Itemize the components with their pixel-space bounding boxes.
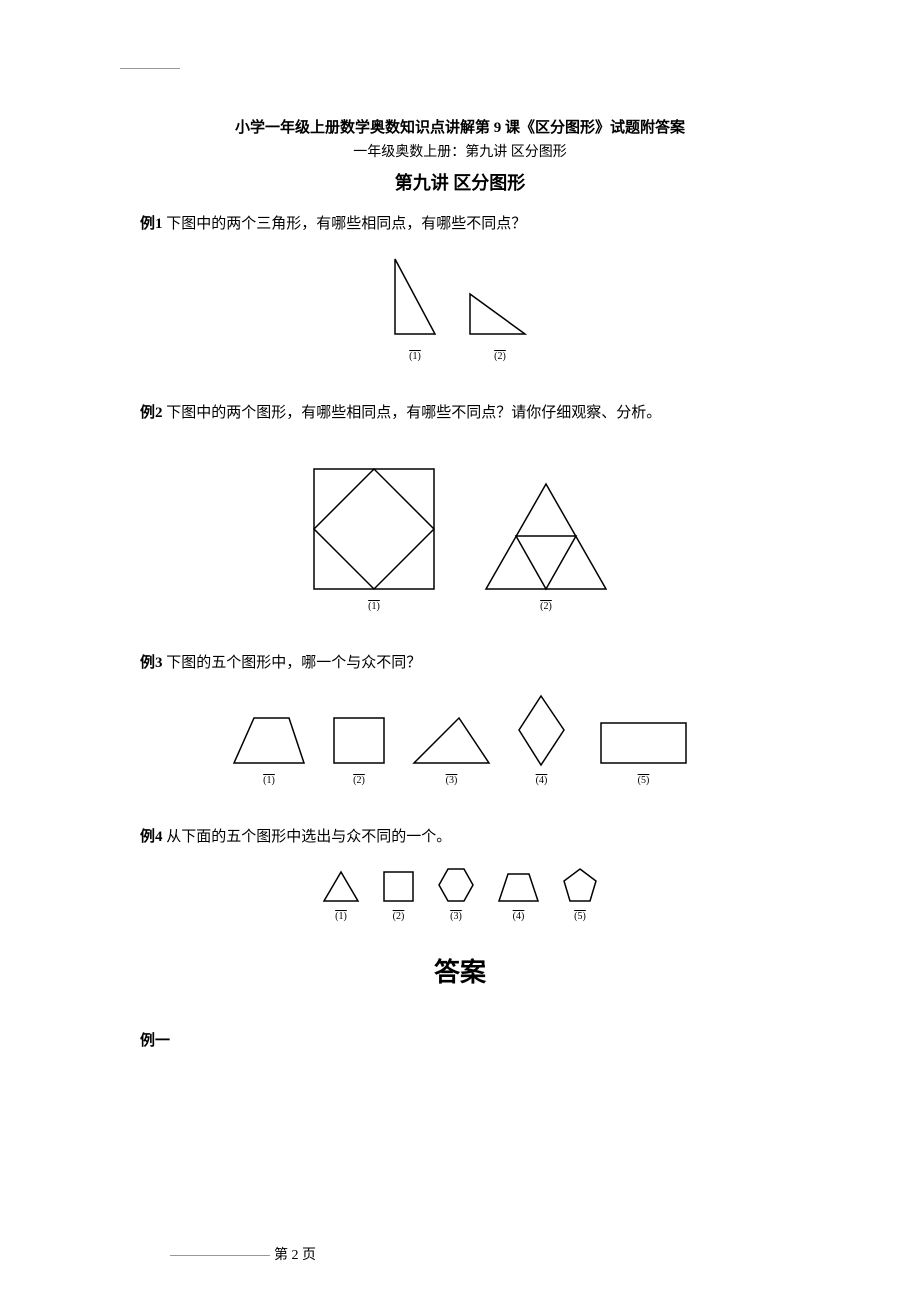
triangle-tall-icon <box>385 254 445 344</box>
figure-3-label-1: (1) <box>229 775 309 786</box>
example-4-label: 例4 <box>140 829 163 845</box>
example-3-text: 下图的五个图形中，哪一个与众不同？ <box>166 655 421 671</box>
figure-4-label-1: (1) <box>321 911 361 922</box>
square-icon <box>329 713 389 768</box>
figure-4-label-2: (2) <box>381 911 416 922</box>
example-2-text: 下图中的两个图形，有哪些相同点，有哪些不同点？请你仔细观察、分析。 <box>166 405 661 421</box>
triangle-icon <box>409 713 494 768</box>
page-number: 第 2 页 <box>274 1248 316 1263</box>
pentagon-icon <box>561 866 599 904</box>
figure-4: (1) (2) (3) (4) (5) <box>140 866 780 922</box>
figure-4-label-4: (4) <box>496 911 541 922</box>
example-1-text: 下图中的两个三角形，有哪些相同点，有哪些不同点？ <box>166 216 526 232</box>
figure-2-label-1: (1) <box>309 601 439 612</box>
trapezoid-icon <box>229 713 309 768</box>
figure-3-label-4: (4) <box>514 775 569 786</box>
figure-1: (1) (2) <box>140 254 780 362</box>
example-2: 例2 下图中的两个图形，有哪些相同点，有哪些不同点？请你仔细观察、分析。 <box>140 402 780 425</box>
small-trapezoid-icon <box>496 871 541 904</box>
rectangle-icon <box>596 718 691 768</box>
answer-example-1: 例一 <box>140 1029 780 1050</box>
figure-3: (1) (2) (3) (4) (5) <box>140 693 780 786</box>
figure-2: (1) (2) <box>140 464 780 612</box>
small-triangle-icon <box>321 869 361 904</box>
example-3: 例3 下图的五个图形中，哪一个与众不同？ <box>140 652 780 675</box>
triangle-nested-icon <box>481 479 611 594</box>
footer-line <box>170 1255 270 1256</box>
figure-3-label-5: (5) <box>596 775 691 786</box>
answer-title: 答案 <box>140 952 780 989</box>
example-1: 例1 下图中的两个三角形，有哪些相同点，有哪些不同点？ <box>140 213 780 236</box>
diamond-icon <box>514 693 569 768</box>
example-1-label: 例1 <box>140 216 163 232</box>
triangle-wide-icon <box>465 289 535 344</box>
figure-2-label-2: (2) <box>481 601 611 612</box>
figure-3-label-2: (2) <box>329 775 389 786</box>
figure-1-label-1: (1) <box>385 351 445 362</box>
square-diamond-icon <box>309 464 439 594</box>
page-footer: 第 2 页 <box>170 1244 316 1264</box>
example-2-label: 例2 <box>140 405 163 421</box>
example-4: 例4 从下面的五个图形中选出与众不同的一个。 <box>140 826 780 849</box>
document-subtitle: 一年级奥数上册：第九讲 区分图形 <box>140 141 780 161</box>
top-decoration-line <box>120 68 180 69</box>
example-3-label: 例3 <box>140 655 163 671</box>
hexagon-icon <box>436 866 476 904</box>
small-square-icon <box>381 869 416 904</box>
figure-4-label-5: (5) <box>561 911 599 922</box>
section-title: 第九讲 区分图形 <box>140 169 780 195</box>
figure-4-label-3: (3) <box>436 911 476 922</box>
figure-3-label-3: (3) <box>409 775 494 786</box>
document-title: 小学一年级上册数学奥数知识点讲解第 9 课《区分图形》试题附答案 <box>140 116 780 137</box>
page-content: 小学一年级上册数学奥数知识点讲解第 9 课《区分图形》试题附答案 一年级奥数上册… <box>0 0 920 1110</box>
figure-1-label-2: (2) <box>465 351 535 362</box>
example-4-text: 从下面的五个图形中选出与众不同的一个。 <box>166 829 451 845</box>
